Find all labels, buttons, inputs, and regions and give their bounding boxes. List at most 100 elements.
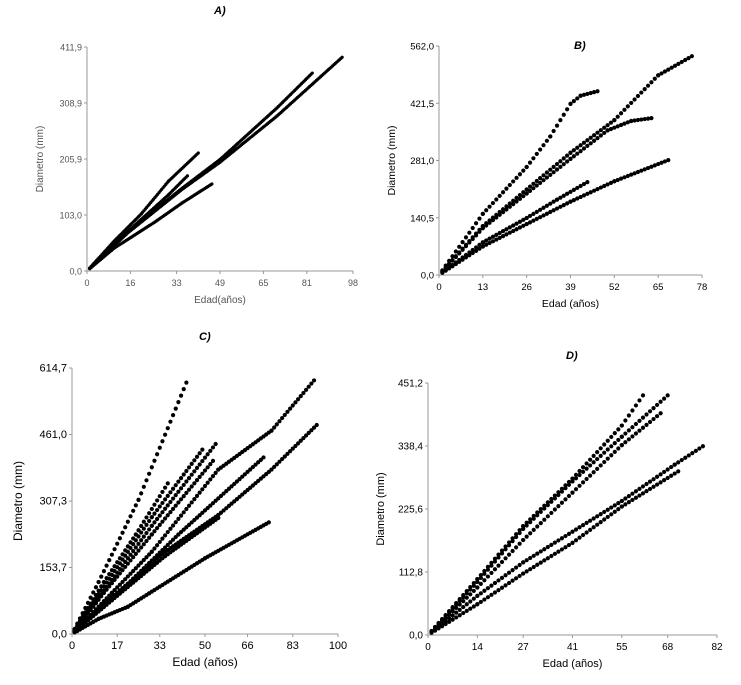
- panel-c-data-point: [189, 484, 194, 489]
- panel-c-data-point: [123, 553, 128, 558]
- panel-d-data-point: [499, 575, 505, 580]
- panel-c-x-tick-label: 66: [241, 640, 253, 652]
- panel-b-data-point: [527, 184, 533, 189]
- panel-b-data-point: [565, 159, 570, 164]
- panel-c-data-point: [168, 499, 173, 505]
- panel-b-data-point: [527, 220, 533, 225]
- panel-c-data-point: [157, 550, 162, 555]
- panel-b-data-point: [625, 120, 630, 125]
- panel-d-data-point: [658, 480, 663, 485]
- panel-b-data-point: [500, 210, 506, 215]
- panel-c-data-point: [163, 497, 168, 502]
- panel-d-data-point: [573, 476, 579, 481]
- panel-b-y-tick-label: 281,0: [410, 156, 434, 167]
- panel-d-data-point: [485, 595, 491, 600]
- panel-c-data-point: [163, 506, 168, 511]
- panel-c-data-point: [155, 516, 160, 522]
- panel-c-data-point: [296, 397, 301, 402]
- panel-d-data-point: [545, 503, 550, 508]
- panel-d-data-point: [489, 583, 494, 588]
- panel-b-data-point: [656, 73, 661, 78]
- panel-d-data-point: [595, 456, 600, 462]
- panel-d-data-point: [584, 530, 589, 535]
- panel-b-data-point: [524, 221, 529, 227]
- panel-d-data-point: [612, 503, 617, 508]
- panel-c-y-tick-label: 0,0: [52, 629, 67, 641]
- panel-b-data-point: [470, 247, 475, 253]
- panel-c-data-point: [144, 515, 149, 520]
- panel-c-data-point: [205, 465, 210, 470]
- panel-c-data-point: [173, 493, 178, 498]
- panel-c-data-point: [208, 448, 213, 453]
- panel-c-data-point: [112, 547, 117, 552]
- panel-c-data-point: [149, 532, 154, 537]
- panel-c-data-point: [234, 479, 240, 484]
- panel-d-x-axis-label: Edad (años): [543, 658, 603, 670]
- panel-d-data-point: [623, 431, 628, 436]
- panel-d-data-point: [637, 398, 642, 403]
- panel-b-data-point: [561, 203, 566, 208]
- panel-d-data-point: [517, 562, 522, 568]
- panel-b-data-point: [571, 197, 576, 203]
- panel-c-data-point: [184, 380, 189, 385]
- panel-d-data-point: [654, 474, 660, 479]
- panel-b-data-point: [500, 229, 506, 234]
- panel-c-data-point: [173, 520, 178, 525]
- panel-d-data-point: [654, 402, 660, 408]
- panel-d-data-point: [489, 570, 494, 576]
- panel-d-data-point: [644, 412, 649, 417]
- panel-b-data-point: [517, 172, 523, 177]
- panel-c-data-point: [277, 459, 282, 464]
- panel-c-data-point: [200, 510, 205, 515]
- panel-a-data-point: [340, 55, 344, 59]
- panel-b-data-point: [554, 197, 560, 202]
- panel-b-data-point: [585, 179, 590, 185]
- panel-c-data-point: [280, 456, 285, 462]
- panel-c-data-point: [197, 513, 202, 518]
- panel-c-data-point: [176, 489, 181, 494]
- panel-c-data-point: [266, 520, 271, 525]
- panel-b-data-point: [450, 254, 455, 259]
- panel-c-data-point: [200, 458, 205, 464]
- panel-c-data-point: [125, 561, 130, 566]
- panel-d-data-point: [496, 588, 501, 593]
- panel-c-data-point: [181, 472, 186, 477]
- panel-b-data-point: [541, 205, 546, 210]
- panel-c-data-point: [160, 439, 165, 444]
- panel-d-data-point: [503, 573, 508, 578]
- panel-c-data-point: [189, 520, 194, 525]
- panel-d-data-point: [577, 535, 582, 540]
- panel-b-data-point: [666, 67, 671, 72]
- panel-b-data-point: [490, 239, 496, 244]
- panel-d-data-point: [552, 507, 557, 512]
- panel-c-data-point: [160, 510, 165, 515]
- panel-d-data-point: [640, 491, 646, 496]
- panel-c-data-point: [178, 475, 184, 481]
- panel-b-data-point: [615, 114, 620, 119]
- panel-d-data-point: [535, 551, 540, 556]
- panel-b-data-point: [544, 175, 549, 180]
- panel-c-data-point: [117, 582, 122, 587]
- panel-c-y-tick-label: 614,7: [39, 363, 67, 375]
- panel-d-data-point: [542, 558, 547, 563]
- panel-d-data-point: [602, 450, 607, 455]
- panel-d-data-point: [538, 509, 543, 515]
- panel-b-data-point: [453, 249, 458, 254]
- panel-c-data-point: [133, 551, 138, 557]
- panel-c-data-point: [293, 443, 298, 449]
- panel-d-data-point: [510, 548, 515, 554]
- panel-a-y-axis-label: Diametro (mm): [35, 126, 46, 193]
- panel-d-data-point: [612, 449, 617, 454]
- panel-b-data-point: [440, 270, 445, 275]
- panel-d-data-point: [475, 602, 480, 607]
- panel-d-title: D): [566, 350, 578, 362]
- panel-c-data-point: [133, 545, 138, 550]
- panel-c-data-point: [109, 581, 114, 586]
- panel-d-data-point: [517, 573, 522, 579]
- panel-c-data-point: [104, 563, 109, 568]
- panel-c-data-point: [91, 604, 96, 609]
- panel-d-data-point: [633, 495, 639, 500]
- panel-b-data-point: [672, 63, 678, 68]
- panel-c-data-point: [139, 560, 144, 565]
